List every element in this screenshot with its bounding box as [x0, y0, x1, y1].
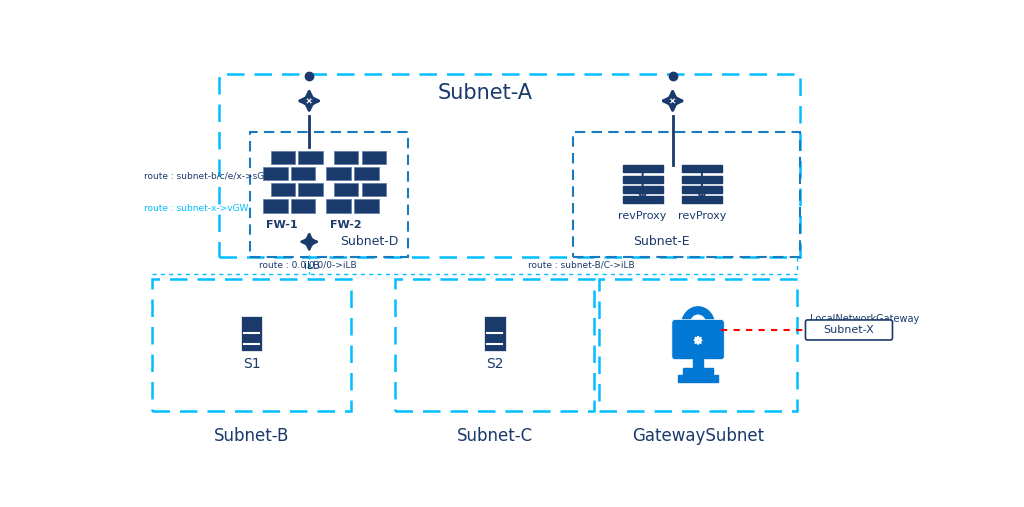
Bar	[361, 151, 386, 164]
Text: iLB: iLB	[304, 261, 321, 271]
FancyBboxPatch shape	[672, 319, 724, 359]
Bar	[623, 165, 663, 172]
Text: revProxy: revProxy	[678, 211, 726, 221]
Bar	[678, 375, 718, 382]
Bar	[241, 316, 262, 351]
Bar	[153, 279, 351, 411]
Text: Subnet-E: Subnet-E	[634, 235, 690, 248]
Bar	[326, 167, 351, 180]
Bar	[270, 183, 295, 196]
Bar	[263, 167, 288, 180]
Text: revProxy: revProxy	[618, 211, 667, 221]
Bar	[395, 279, 594, 411]
Bar	[573, 132, 801, 257]
Bar	[334, 151, 358, 164]
Bar	[291, 199, 315, 212]
Bar	[298, 151, 323, 164]
Text: route : 0.0.0.0/0->iLB: route : 0.0.0.0/0->iLB	[259, 261, 356, 269]
Text: FW-2: FW-2	[330, 220, 361, 230]
Bar	[219, 74, 801, 257]
Bar	[682, 165, 722, 172]
Bar	[683, 368, 714, 375]
FancyBboxPatch shape	[806, 320, 893, 340]
Text: route : subnet-x->vGW: route : subnet-x->vGW	[144, 204, 249, 213]
Text: Subnet-D: Subnet-D	[340, 235, 398, 248]
Bar	[334, 183, 358, 196]
Bar	[326, 199, 351, 212]
Bar	[599, 279, 798, 411]
Text: Subnet-A: Subnet-A	[437, 83, 532, 103]
Bar	[682, 196, 722, 203]
Text: Subnet-B: Subnet-B	[214, 427, 289, 445]
Bar	[682, 186, 722, 193]
Bar	[623, 196, 663, 203]
Text: GatewaySubnet: GatewaySubnet	[632, 427, 764, 445]
Bar	[263, 199, 288, 212]
Text: S2: S2	[486, 357, 504, 371]
Bar	[682, 175, 722, 183]
Text: route : subnet-b/c/e/x->sGW: route : subnet-b/c/e/x->sGW	[144, 171, 273, 180]
Text: FW-1: FW-1	[266, 220, 298, 230]
Bar	[693, 356, 702, 369]
Bar	[270, 151, 295, 164]
Text: S1: S1	[243, 357, 260, 371]
Text: route : subnet-B/C->iLB: route : subnet-B/C->iLB	[527, 261, 634, 269]
Bar	[361, 183, 386, 196]
Text: Subnet-X: Subnet-X	[823, 325, 874, 335]
Bar	[354, 167, 379, 180]
Text: Subnet-C: Subnet-C	[457, 427, 532, 445]
Bar	[250, 132, 408, 257]
Bar	[623, 186, 663, 193]
Bar	[484, 316, 506, 351]
Bar	[354, 199, 379, 212]
Text: LocalNetworkGateway: LocalNetworkGateway	[810, 314, 919, 324]
Bar	[298, 183, 323, 196]
Bar	[623, 175, 663, 183]
Bar	[291, 167, 315, 180]
